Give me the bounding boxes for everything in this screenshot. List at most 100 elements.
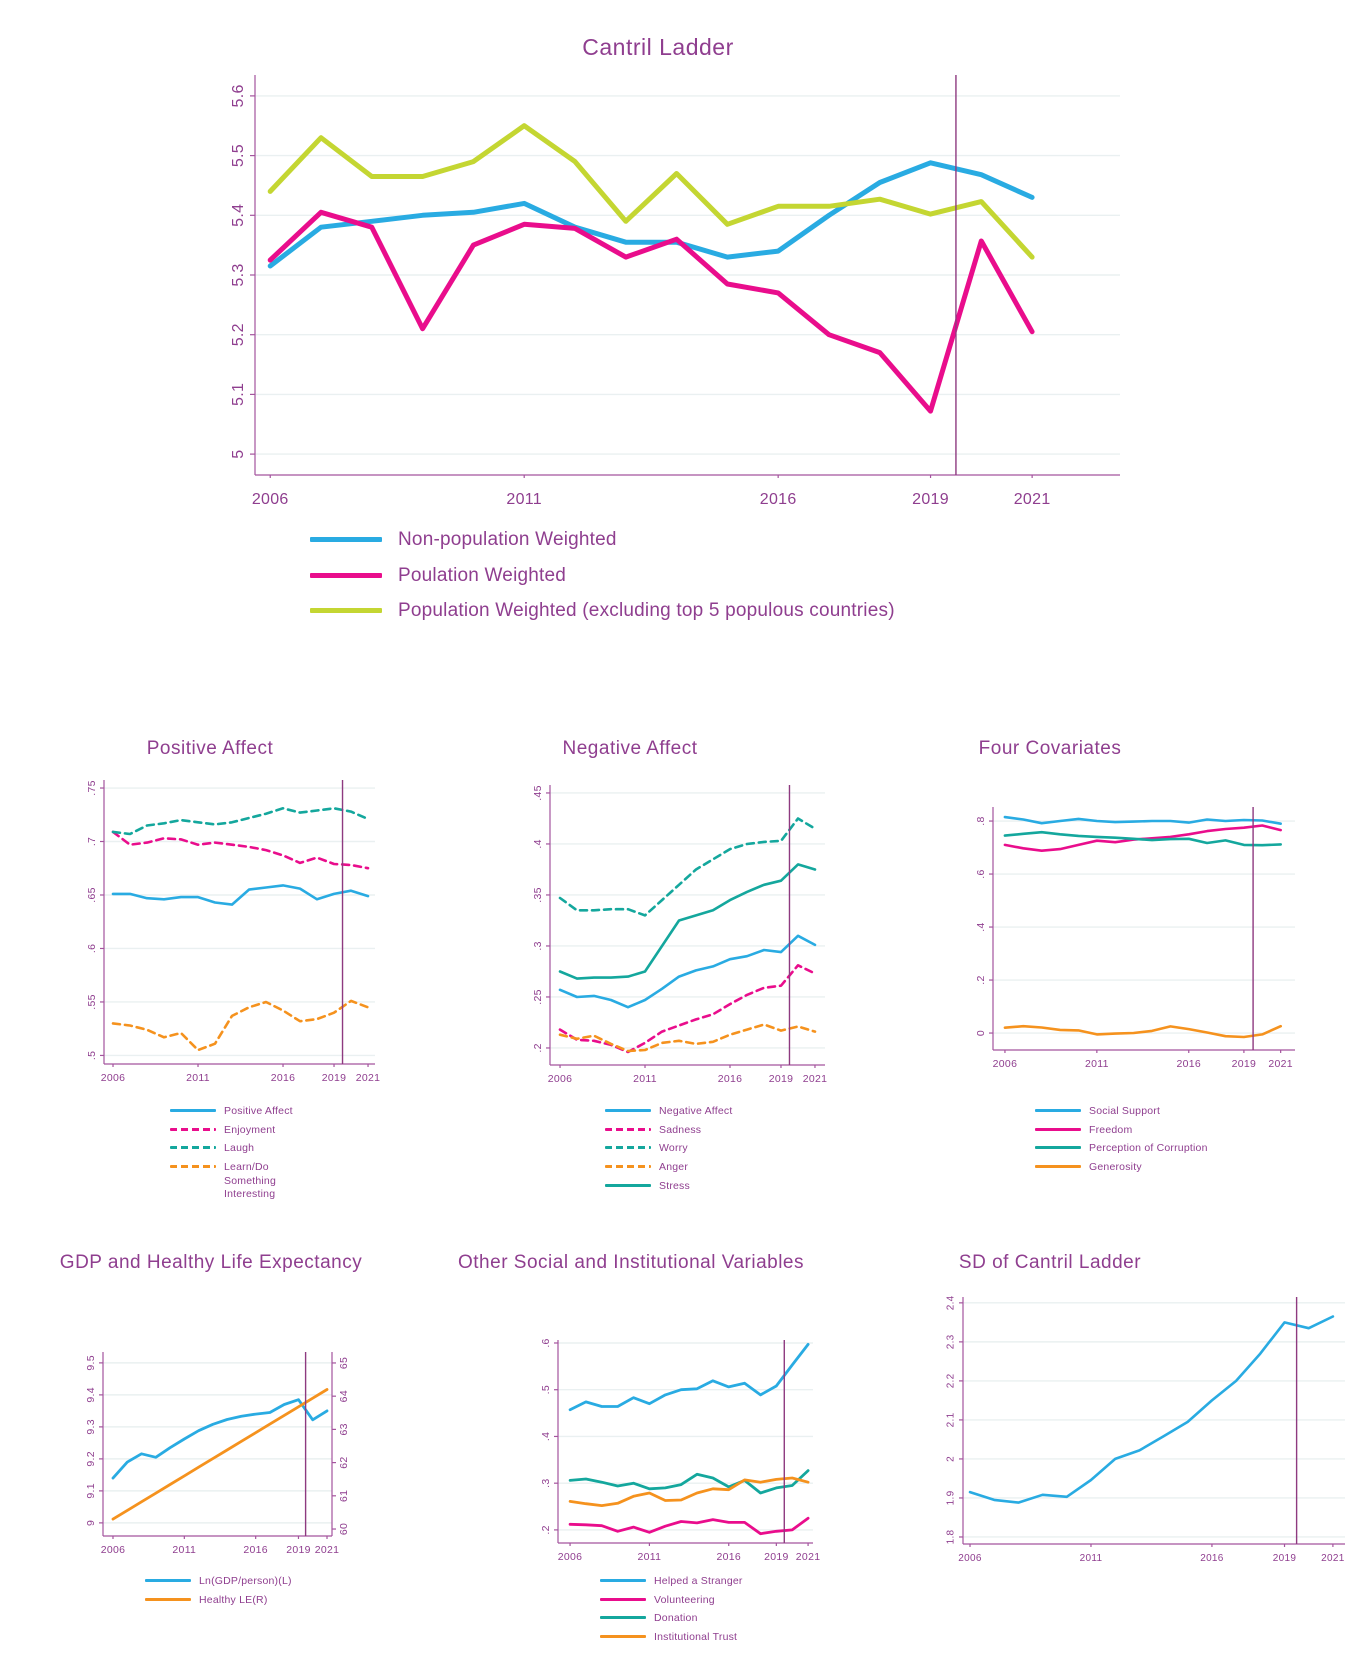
legend-item: Stress <box>605 1180 732 1194</box>
svg-text:2006: 2006 <box>252 491 289 508</box>
svg-text:2011: 2011 <box>638 1551 662 1563</box>
legend-label: Donation <box>654 1612 698 1625</box>
legend-label: Positive Affect <box>224 1105 293 1117</box>
svg-text:2019: 2019 <box>769 1073 794 1085</box>
svg-text:.4: .4 <box>540 1432 552 1441</box>
legend-swatch-social-support <box>1035 1109 1081 1112</box>
svg-text:1.9: 1.9 <box>946 1490 957 1505</box>
legend-item: Donation <box>600 1612 743 1626</box>
legend-swatch-donation <box>600 1616 646 1620</box>
svg-text:2006: 2006 <box>958 1553 982 1564</box>
svg-text:60: 60 <box>338 1523 350 1535</box>
legend-label: Ln(GDP/person)(L) <box>199 1575 292 1587</box>
legend-label: Institutional Trust <box>654 1630 738 1643</box>
legend-item: Institutional Trust <box>600 1631 743 1645</box>
svg-text:.35: .35 <box>532 887 544 903</box>
svg-text:2016: 2016 <box>718 1073 743 1085</box>
legend-label: Sadness <box>659 1123 702 1136</box>
legend-item: Laugh <box>170 1142 293 1156</box>
positive-affect-title: Positive Affect <box>146 738 274 759</box>
svg-text:65: 65 <box>338 1357 350 1369</box>
legend-item: Generosity <box>1035 1161 1208 1175</box>
cantril-ladder-title: Cantril Ladder <box>582 34 734 60</box>
svg-text:.6: .6 <box>975 869 987 878</box>
four-covariates-title: Four Covariates <box>978 738 1122 759</box>
legend-label: Freedom <box>1089 1123 1133 1136</box>
cantril-ladder-legend: Non-population Weighted Poulation Weight… <box>310 528 895 624</box>
four-covariates-chart: 0 .2 .4 .6 .8 2006 2011 2016 2019 2021 <box>975 807 1295 1070</box>
other-social-chart: .2 .3 .4 .5 .6 2006 2011 2016 2019 2021 <box>540 1338 821 1563</box>
svg-text:5.3: 5.3 <box>230 263 247 286</box>
svg-text:62: 62 <box>338 1456 350 1468</box>
svg-text:.3: .3 <box>532 941 544 950</box>
legend-label: Population Weighted (excluding top 5 pop… <box>398 600 895 622</box>
legend-swatch-pop-ex5 <box>310 608 382 614</box>
svg-text:2021: 2021 <box>356 1072 381 1084</box>
legend-swatch-enjoyment <box>170 1127 216 1131</box>
svg-text:2019: 2019 <box>912 491 949 508</box>
svg-text:2016: 2016 <box>760 491 797 508</box>
legend-swatch-institutional-trust <box>600 1634 646 1638</box>
legend-label: Healthy LE(R) <box>199 1593 268 1606</box>
legend-swatch-laugh <box>170 1146 216 1150</box>
svg-text:.45: .45 <box>532 785 544 801</box>
legend-item: Perception of Corruption <box>1035 1142 1208 1156</box>
legend-label: Worry <box>659 1142 688 1155</box>
legend-swatch-positive-affect <box>170 1109 216 1112</box>
svg-text:2011: 2011 <box>1085 1058 1109 1070</box>
svg-text:5.4: 5.4 <box>230 204 247 227</box>
svg-text:.5: .5 <box>86 1051 98 1060</box>
legend-item: Anger <box>605 1161 732 1175</box>
svg-text:2006: 2006 <box>548 1073 573 1085</box>
svg-text:2016: 2016 <box>271 1072 296 1084</box>
svg-text:2.4: 2.4 <box>946 1295 957 1310</box>
svg-text:61: 61 <box>338 1490 350 1502</box>
legend-label: Stress <box>659 1179 690 1192</box>
svg-text:2021: 2021 <box>1321 1553 1345 1564</box>
svg-text:2016: 2016 <box>243 1544 268 1556</box>
svg-text:1.8: 1.8 <box>946 1529 957 1544</box>
negative-affect-chart: .2 .25 .3 .35 .4 .45 2006 2011 2016 2019 2021 <box>532 785 828 1085</box>
legend-swatch-anger <box>605 1164 651 1168</box>
legend-swatch-worry <box>605 1146 651 1150</box>
svg-text:2021: 2021 <box>796 1551 821 1563</box>
svg-text:2006: 2006 <box>558 1551 583 1563</box>
legend-swatch-pop <box>310 572 382 578</box>
svg-text:9.5: 9.5 <box>85 1355 97 1371</box>
legend-swatch-generosity <box>1035 1164 1081 1168</box>
legend-item: Healthy LE(R) <box>145 1594 292 1608</box>
svg-text:2019: 2019 <box>764 1551 789 1563</box>
legend-item: Learn/Do Something Interesting <box>170 1161 293 1202</box>
legend-swatch-learn <box>170 1164 216 1168</box>
legend-label: Learn/Do Something Interesting <box>224 1160 276 1201</box>
svg-text:9: 9 <box>85 1520 97 1526</box>
legend-label: Anger <box>659 1160 689 1173</box>
cantril-ladder-chart: 5 5.1 5.2 5.3 5.4 5.5 5.6 2006 2011 2016 2019 2021 <box>230 75 1120 508</box>
svg-text:9.1: 9.1 <box>85 1483 97 1499</box>
sd-cantril-chart: 1.8 1.9 2 2.1 2.2 2.3 2.4 2006 2011 2016 2019 2021 <box>946 1295 1345 1564</box>
legend-item: Sadness <box>605 1124 732 1138</box>
svg-text:2011: 2011 <box>506 491 542 508</box>
legend-swatch-sadness <box>605 1127 651 1131</box>
svg-text:.2: .2 <box>532 1043 544 1052</box>
svg-text:5.1: 5.1 <box>230 383 247 406</box>
svg-text:2019: 2019 <box>286 1544 311 1556</box>
svg-text:.2: .2 <box>540 1525 552 1534</box>
legend-swatch-nonpop <box>310 537 382 542</box>
legend-swatch-helped-stranger <box>600 1579 646 1582</box>
legend-label: Volunteering <box>654 1593 715 1606</box>
svg-text:5.5: 5.5 <box>230 144 247 167</box>
svg-text:2021: 2021 <box>803 1073 828 1085</box>
svg-text:5.2: 5.2 <box>230 323 247 346</box>
svg-text:2019: 2019 <box>322 1072 347 1084</box>
svg-text:.25: .25 <box>532 989 544 1005</box>
legend-item: Population Weighted (excluding top 5 pop… <box>310 599 895 624</box>
legend-swatch-ln-gdp <box>145 1579 191 1582</box>
svg-text:9.2: 9.2 <box>85 1451 97 1467</box>
svg-text:5.6: 5.6 <box>230 84 247 107</box>
legend-label: Helped a Stranger <box>654 1575 743 1587</box>
legend-label: Perception of Corruption <box>1089 1142 1208 1155</box>
svg-text:2006: 2006 <box>101 1544 126 1556</box>
legend-swatch-freedom <box>1035 1127 1081 1131</box>
legend-item: Non-population Weighted <box>310 528 895 553</box>
